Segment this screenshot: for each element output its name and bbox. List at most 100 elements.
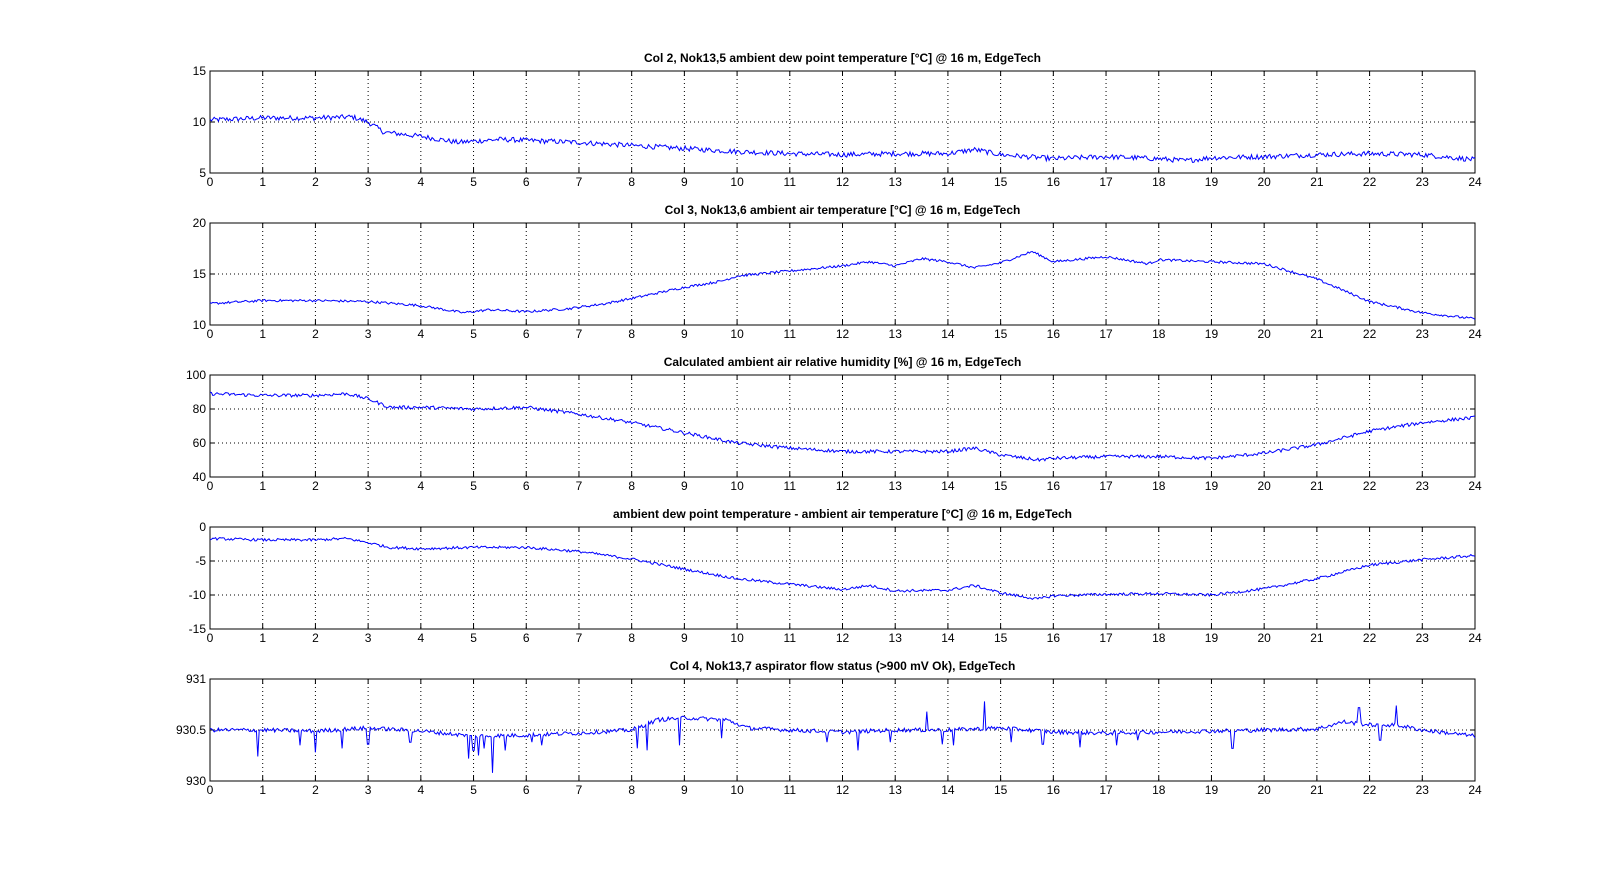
x-tick-label: 0 [207,479,214,493]
x-tick-label: 3 [365,479,372,493]
y-tick-label: 5 [199,166,206,180]
x-tick-label: 2 [312,783,319,797]
x-tick-label: 21 [1310,479,1324,493]
x-tick-label: 0 [207,783,214,797]
y-tick-label: 15 [193,267,207,281]
x-tick-label: 10 [730,783,744,797]
x-tick-label: 2 [312,631,319,645]
x-tick-label: 4 [417,327,424,341]
x-tick-label: 13 [889,631,903,645]
x-tick-label: 21 [1310,783,1324,797]
y-tick-label: 20 [193,216,207,230]
x-tick-label: 23 [1416,175,1430,189]
x-tick-label: 4 [417,175,424,189]
x-tick-label: 14 [941,631,955,645]
x-tick-label: 8 [628,783,635,797]
x-tick-label: 21 [1310,631,1324,645]
x-tick-label: 4 [417,479,424,493]
y-tick-label: 40 [193,470,207,484]
x-tick-label: 14 [941,327,955,341]
x-tick-label: 17 [1099,479,1113,493]
y-tick-label: 15 [193,64,207,78]
x-tick-label: 16 [1047,631,1061,645]
y-tick-label: 10 [193,318,207,332]
x-tick-label: 3 [365,783,372,797]
x-tick-label: 4 [417,783,424,797]
x-tick-label: 18 [1152,175,1166,189]
x-tick-label: 19 [1205,479,1219,493]
x-tick-label: 10 [730,479,744,493]
x-tick-label: 7 [576,479,583,493]
x-tick-label: 7 [576,327,583,341]
x-tick-label: 6 [523,783,530,797]
y-tick-label: -5 [195,554,206,568]
x-tick-label: 22 [1363,783,1377,797]
x-tick-label: 24 [1468,479,1482,493]
x-tick-label: 6 [523,327,530,341]
x-tick-label: 0 [207,327,214,341]
x-tick-label: 15 [994,631,1008,645]
x-tick-label: 24 [1468,327,1482,341]
series-line [209,113,1476,164]
x-tick-label: 8 [628,631,635,645]
x-tick-label: 5 [470,783,477,797]
y-tick-label: 0 [199,520,206,534]
chart-title: Calculated ambient air relative humidity… [664,355,1022,369]
x-tick-label: 1 [259,783,266,797]
x-tick-label: 9 [681,783,688,797]
x-tick-label: 24 [1468,631,1482,645]
x-tick-label: 16 [1047,327,1061,341]
y-tick-label: 60 [193,436,207,450]
x-tick-label: 3 [365,327,372,341]
x-tick-label: 14 [941,783,955,797]
x-tick-label: 18 [1152,479,1166,493]
x-tick-label: 13 [889,479,903,493]
series-line [209,391,1476,462]
chart-title: Col 4, Nok13,7 aspirator flow status (>9… [670,659,1016,673]
x-tick-label: 12 [836,479,850,493]
x-tick-label: 11 [784,783,797,797]
x-tick-label: 10 [730,631,744,645]
x-tick-label: 1 [259,479,266,493]
x-tick-label: 22 [1363,479,1377,493]
x-tick-label: 19 [1205,327,1219,341]
x-tick-label: 15 [994,479,1008,493]
x-tick-label: 18 [1152,631,1166,645]
series-line [209,701,1476,773]
x-tick-label: 23 [1416,479,1430,493]
x-tick-label: 6 [523,479,530,493]
x-tick-label: 5 [470,631,477,645]
x-tick-label: 23 [1416,783,1430,797]
x-tick-label: 7 [576,631,583,645]
x-tick-label: 15 [994,327,1008,341]
x-tick-label: 3 [365,631,372,645]
x-tick-label: 17 [1099,783,1113,797]
x-tick-label: 0 [207,631,214,645]
x-tick-label: 4 [417,631,424,645]
x-tick-label: 11 [784,175,797,189]
x-tick-label: 5 [470,479,477,493]
x-tick-label: 23 [1416,631,1430,645]
x-tick-label: 2 [312,479,319,493]
x-tick-label: 13 [889,783,903,797]
x-tick-label: 9 [681,631,688,645]
chart-title: Col 3, Nok13,6 ambient air temperature [… [665,203,1021,217]
chart-panel-5: Col 4, Nok13,7 aspirator flow status (>9… [176,659,1482,797]
x-tick-label: 7 [576,175,583,189]
x-tick-label: 22 [1363,175,1377,189]
x-tick-label: 12 [836,783,850,797]
x-tick-label: 18 [1152,783,1166,797]
series-line [209,536,1476,601]
chart-panel-1: Col 2, Nok13,5 ambient dew point tempera… [193,51,1482,189]
x-tick-label: 20 [1257,327,1271,341]
axes-box [209,526,1476,630]
x-tick-label: 1 [259,175,266,189]
y-tick-label: 931 [186,672,206,686]
x-tick-label: 21 [1310,175,1324,189]
x-tick-label: 23 [1416,327,1430,341]
x-tick-label: 10 [730,175,744,189]
x-tick-label: 24 [1468,175,1482,189]
x-tick-label: 2 [312,327,319,341]
x-tick-label: 8 [628,479,635,493]
